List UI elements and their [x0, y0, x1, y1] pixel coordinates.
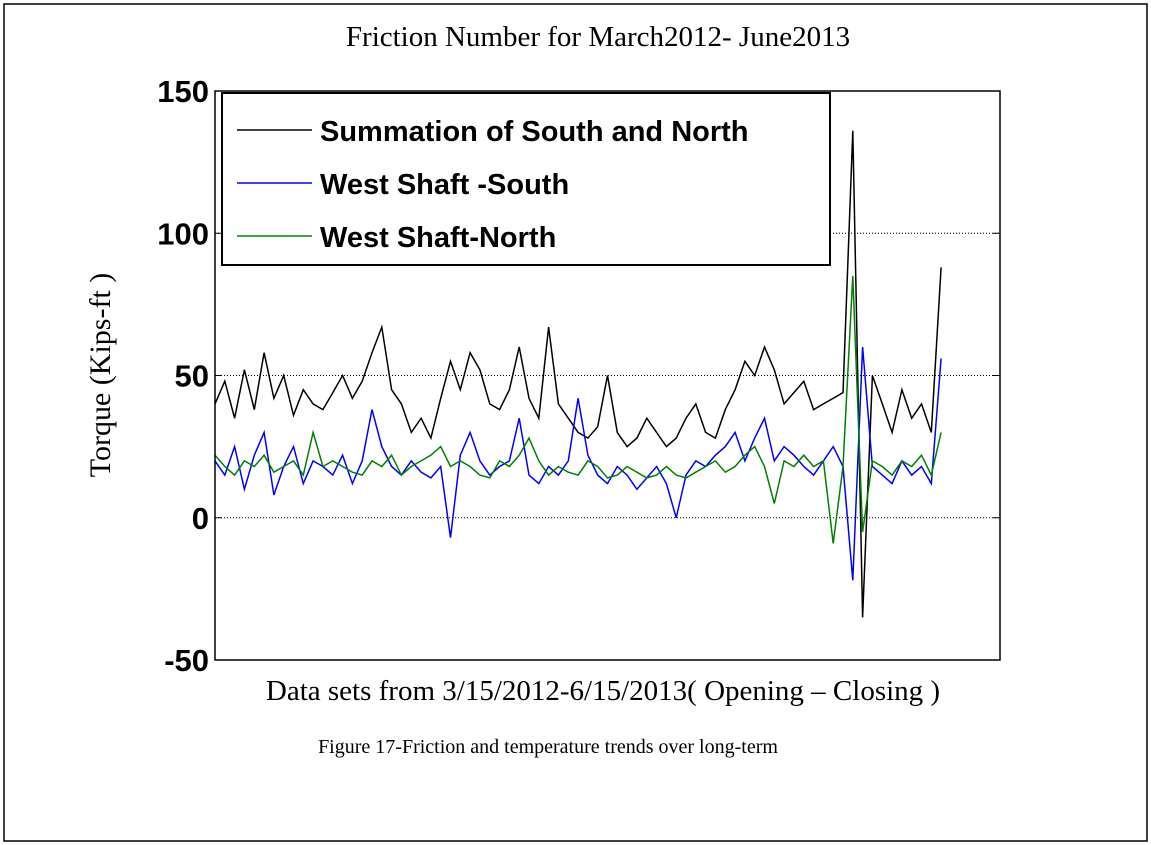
chart-title: Friction Number for March2012- June2013	[346, 21, 850, 53]
y-tick-label: -50	[164, 643, 209, 678]
figure-caption: Figure 17-Friction and temperature trend…	[318, 736, 778, 758]
y-tick-label: 150	[157, 74, 209, 109]
data-line	[214, 275, 942, 544]
legend-label: Summation of South and North	[320, 116, 749, 148]
plot-frame	[214, 90, 1001, 661]
x-axis-label: Data sets from 3/15/2012-6/15/2013( Open…	[266, 675, 940, 707]
y-tick-label: 100	[157, 216, 209, 251]
legend-box	[221, 92, 831, 266]
legend-label: West Shaft-North	[320, 222, 556, 254]
y-axis-label: Torque (Kips-ft )	[84, 273, 117, 478]
legend-label: West Shaft -South	[320, 169, 569, 201]
data-line	[214, 130, 942, 618]
y-tick-label: 0	[192, 501, 209, 536]
y-tick-label: 50	[175, 359, 209, 394]
data-line	[214, 346, 942, 581]
